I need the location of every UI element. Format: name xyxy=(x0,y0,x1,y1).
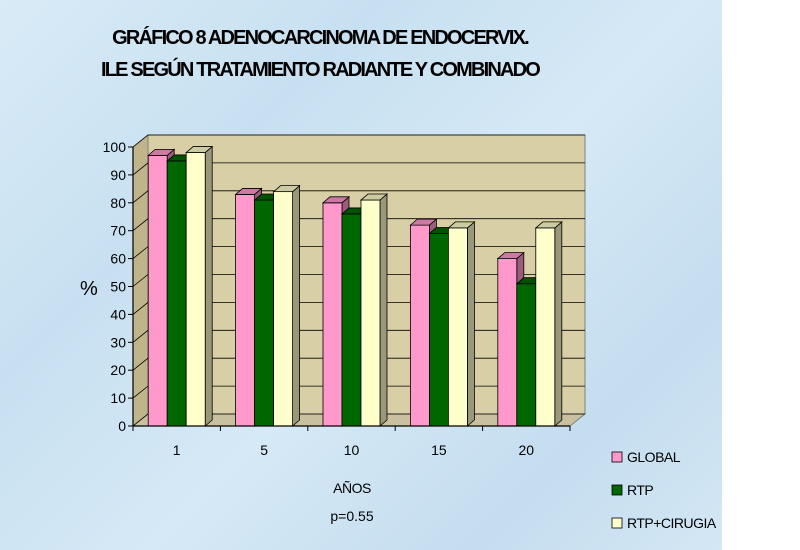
y-tick-label: 10 xyxy=(110,390,126,406)
bar-side xyxy=(204,145,213,427)
bar-top xyxy=(447,221,476,229)
title-line-2: ILE SEGÚN TRATAMIENTO RADIANTE Y COMBINA… xyxy=(100,59,541,81)
y-axis-label: % xyxy=(80,278,98,300)
y-tick-label: 0 xyxy=(118,418,126,434)
legend-label: RTP xyxy=(627,482,653,498)
bar-front xyxy=(147,154,168,427)
bar xyxy=(185,145,214,427)
y-tick-label: 30 xyxy=(110,334,126,350)
y-tick-label: 60 xyxy=(110,251,126,267)
title-line-1: GRÁFICO 8 ADENOCARCINOMA DE ENDOCERVIX. xyxy=(112,27,530,49)
x-tick-label: 15 xyxy=(431,442,447,458)
y-tick-label: 40 xyxy=(110,306,126,322)
legend-label: RTP+CIRUGIA xyxy=(627,515,717,531)
bar-front xyxy=(273,191,294,427)
bar xyxy=(272,184,301,427)
y-tick-label: 80 xyxy=(110,195,126,211)
legend-swatch xyxy=(611,451,623,463)
bar-front xyxy=(235,194,256,427)
bar-top xyxy=(185,146,214,153)
bar-side xyxy=(379,193,388,427)
legend-swatch xyxy=(611,517,623,529)
bar-top xyxy=(496,252,525,260)
x-tick-label: 10 xyxy=(344,442,360,458)
bar-top xyxy=(234,188,263,195)
bar-top xyxy=(409,218,438,226)
p-value-annotation: p=0.55 xyxy=(330,508,373,524)
bar-top xyxy=(147,148,176,156)
y-tick-label: 90 xyxy=(110,167,126,183)
bar-side xyxy=(554,221,563,427)
bar-side xyxy=(466,221,475,427)
legend-swatch xyxy=(611,484,623,496)
y-tick-label: 70 xyxy=(110,223,126,239)
chart-title: GRÁFICO 8 ADENOCARCINOMA DE ENDOCERVIX. … xyxy=(0,22,640,86)
bar-front xyxy=(447,227,468,427)
bar-side xyxy=(292,184,301,427)
bar-front xyxy=(166,160,187,427)
legend-label: GLOBAL xyxy=(627,449,681,465)
bar-top xyxy=(272,185,301,193)
bar-top xyxy=(534,221,563,229)
bar-front xyxy=(428,233,449,427)
x-tick-label: 5 xyxy=(260,442,268,458)
x-tick-label: 1 xyxy=(173,442,181,458)
bar-front xyxy=(341,213,362,427)
bar xyxy=(359,193,389,427)
bar-top xyxy=(321,196,351,204)
bar-front xyxy=(535,227,556,427)
bar-front xyxy=(360,199,381,427)
bar-front xyxy=(497,258,518,427)
y-tick-label: 50 xyxy=(110,279,126,295)
bar-front xyxy=(254,199,275,427)
bars xyxy=(147,145,563,427)
bar-top xyxy=(359,193,389,201)
x-tick-label: 20 xyxy=(519,442,535,458)
bar-front xyxy=(322,202,343,427)
bar-front xyxy=(516,283,537,427)
legend: GLOBAL RTP RTP+CIRUGIA xyxy=(611,449,717,531)
bar-front xyxy=(409,224,430,427)
bar-front xyxy=(185,152,206,427)
bar xyxy=(447,221,476,427)
gridline xyxy=(132,134,585,148)
bar xyxy=(534,221,563,427)
y-tick-label: 100 xyxy=(103,139,127,155)
x-axis-label: AÑOS xyxy=(333,480,371,496)
y-tick-label: 20 xyxy=(110,362,126,378)
